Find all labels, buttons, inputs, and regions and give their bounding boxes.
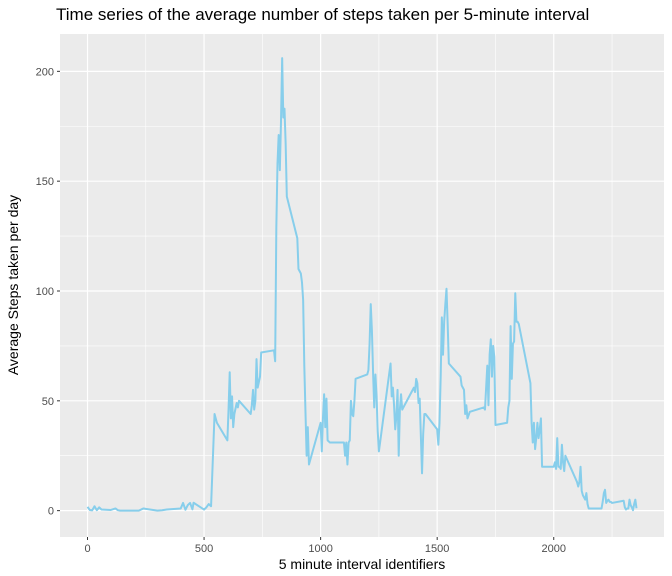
chart-title: Time series of the average number of ste…: [56, 5, 590, 24]
steps-series-line: [86, 57, 638, 512]
x-tick-label-1000: 1000: [308, 543, 332, 555]
x-axis-title: 5 minute interval identifiers: [279, 556, 446, 572]
plot-panel: [60, 34, 664, 537]
y-axis-ticks: 0 50 100 150 200: [36, 66, 60, 518]
y-tick-label-0: 0: [48, 506, 54, 518]
x-tick-label-1500: 1500: [425, 543, 449, 555]
minor-grid: [60, 34, 664, 537]
x-tick-label-500: 500: [195, 543, 213, 555]
x-axis-ticks: 0 500 1000 1500 2000: [84, 537, 566, 555]
x-tick-label-0: 0: [84, 543, 90, 555]
major-grid: [60, 34, 664, 537]
x-tick-label-2000: 2000: [541, 543, 565, 555]
y-tick-label-50: 50: [42, 396, 54, 408]
y-axis-title: Average Steps taken per day: [5, 195, 21, 375]
y-tick-label-100: 100: [36, 286, 54, 298]
y-tick-label-150: 150: [36, 176, 54, 188]
y-tick-label-200: 200: [36, 66, 54, 78]
